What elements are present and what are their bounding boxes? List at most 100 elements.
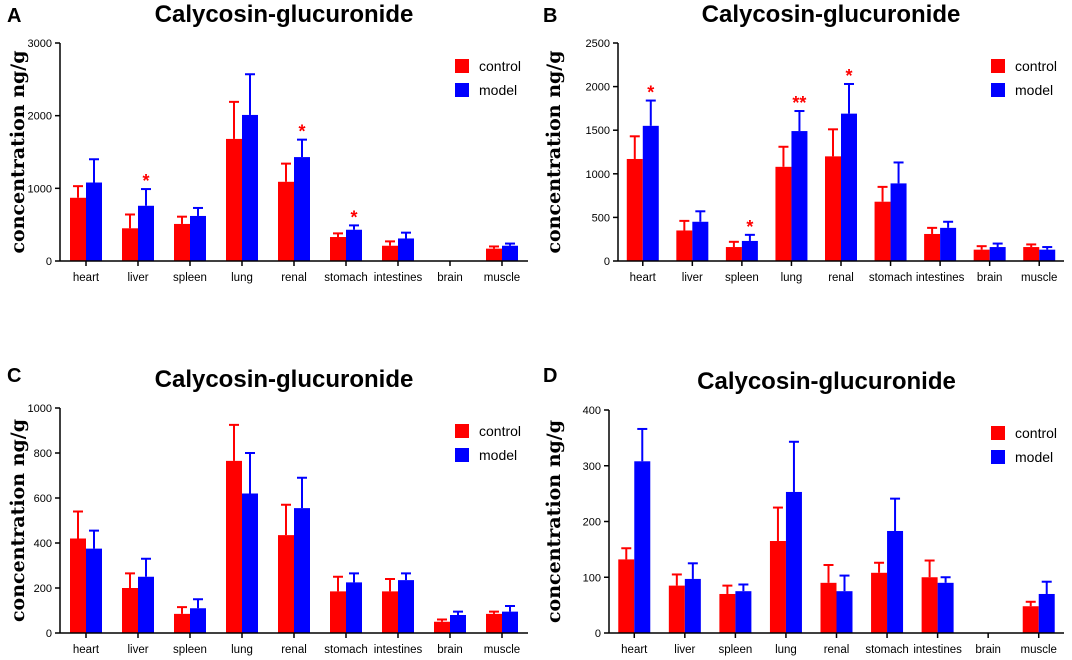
bar-control-brain <box>434 621 450 633</box>
error-bar-control-renal <box>281 503 291 536</box>
bar-control-intestines <box>921 577 938 633</box>
y-tick-label: 600 <box>34 493 52 505</box>
bar-control-muscle <box>486 248 502 261</box>
bar-model-muscle <box>502 611 518 633</box>
bar-control-stomach <box>874 201 891 261</box>
y-axis-label: concentration ng/g <box>7 419 29 622</box>
bar-control-liver <box>668 585 685 633</box>
error-bar-model-stomach <box>890 497 901 531</box>
panel-letter: C <box>7 365 21 387</box>
x-tick-label: spleen <box>173 272 207 284</box>
error-bar-model-renal <box>839 574 850 592</box>
error-bar-model-heart <box>645 99 656 126</box>
error-bar-control-spleen <box>177 215 187 224</box>
y-tick-label: 300 <box>583 461 601 473</box>
bar-model-spleen <box>190 215 206 261</box>
bar-model-heart <box>86 548 102 633</box>
bar-control-renal <box>825 156 841 261</box>
error-bar-control-spleen <box>722 584 733 594</box>
error-bar-control-renal <box>823 563 834 583</box>
legend-label: model <box>1015 82 1053 98</box>
legend-swatch <box>455 59 469 73</box>
x-tick-label: renal <box>828 272 854 284</box>
error-bar-control-intestines <box>924 559 935 578</box>
bar-control-intestines <box>382 245 398 261</box>
bar-model-heart <box>642 125 659 261</box>
error-bar-model-lung <box>245 452 255 494</box>
error-bar-model-stomach <box>893 161 904 184</box>
legend-item-control: control <box>455 423 521 439</box>
bar-model-stomach <box>887 530 904 633</box>
error-bar-control-stomach <box>333 575 343 592</box>
x-tick-label: liver <box>682 272 703 284</box>
error-bar-control-liver <box>679 219 690 231</box>
legend-item-control: control <box>455 58 521 74</box>
error-bar-model-stomach <box>349 224 359 230</box>
error-bar-model-brain <box>992 242 1003 248</box>
legend-item-model: model <box>455 447 517 463</box>
error-bar-model-lung <box>788 440 799 492</box>
bar-model-stomach <box>346 582 362 633</box>
x-tick-label: lung <box>781 272 803 284</box>
bar-model-intestines <box>937 582 954 633</box>
bar-model-spleen <box>741 240 758 261</box>
error-bar-control-heart <box>73 510 83 539</box>
x-tick-label: heart <box>630 272 657 284</box>
error-bar-control-lung <box>778 145 789 167</box>
error-bar-control-heart <box>73 185 83 198</box>
bar-model-renal <box>841 113 857 262</box>
chart-svg: B Calycosin-glucuronide concentration ng/g… <box>543 1 1064 284</box>
significance-marker: * <box>845 66 852 86</box>
x-tick-label: spleen <box>725 272 759 284</box>
bar-model-muscle <box>1038 593 1055 633</box>
bar-control-heart <box>618 559 635 633</box>
bar-control-muscle <box>1023 247 1040 261</box>
legend-item-control: control <box>991 58 1057 74</box>
x-tick-label: intestines <box>916 272 965 284</box>
bar-control-renal <box>820 582 837 633</box>
x-tick-label: stomach <box>869 272 912 284</box>
legend-swatch <box>991 450 1005 464</box>
bar-model-intestines <box>398 238 414 261</box>
error-bar-model-heart <box>637 427 648 462</box>
error-bar-control-spleen <box>177 606 187 614</box>
x-tick-label: muscle <box>1021 272 1057 284</box>
error-bar-model-lung <box>245 73 255 115</box>
bar-model-muscle <box>502 245 518 261</box>
bar-model-muscle <box>1039 249 1056 261</box>
significance-marker: * <box>647 83 654 103</box>
bar-model-heart <box>86 182 102 261</box>
legend-swatch <box>455 448 469 462</box>
error-bar-model-heart <box>89 158 99 183</box>
y-tick-label: 0 <box>595 628 601 640</box>
error-bar-model-muscle <box>1041 580 1052 594</box>
bar-control-lung <box>769 541 786 633</box>
error-bar-model-intestines <box>401 572 411 581</box>
bar-model-liver <box>684 578 701 633</box>
error-bar-model-intestines <box>401 231 411 239</box>
x-tick-label: renal <box>281 644 307 656</box>
legend-label: model <box>479 82 517 98</box>
significance-marker: ** <box>792 93 806 113</box>
y-tick-label: 2000 <box>28 111 52 123</box>
error-bar-control-stomach <box>333 232 343 238</box>
legend-label: control <box>1015 425 1057 441</box>
bar-model-stomach <box>890 183 907 261</box>
bar-model-liver <box>138 576 154 633</box>
bar-control-stomach <box>330 237 346 261</box>
error-bar-model-liver <box>141 188 151 206</box>
panel-letter: B <box>543 5 557 27</box>
error-bar-model-heart <box>89 529 99 549</box>
legend-item-model: model <box>991 82 1053 98</box>
bar-control-renal <box>278 535 294 633</box>
chart-title: Calycosin-glucuronide <box>155 366 414 393</box>
x-tick-label: liver <box>674 644 695 656</box>
error-bar-control-brain <box>437 618 447 622</box>
error-bar-control-liver <box>671 573 682 586</box>
error-bar-control-stomach <box>874 561 885 573</box>
legend-item-control: control <box>991 425 1057 441</box>
error-bar-model-muscle <box>505 242 515 246</box>
error-bar-control-lung <box>229 100 239 139</box>
y-tick-label: 0 <box>604 256 610 268</box>
error-bar-control-intestines <box>385 240 395 246</box>
